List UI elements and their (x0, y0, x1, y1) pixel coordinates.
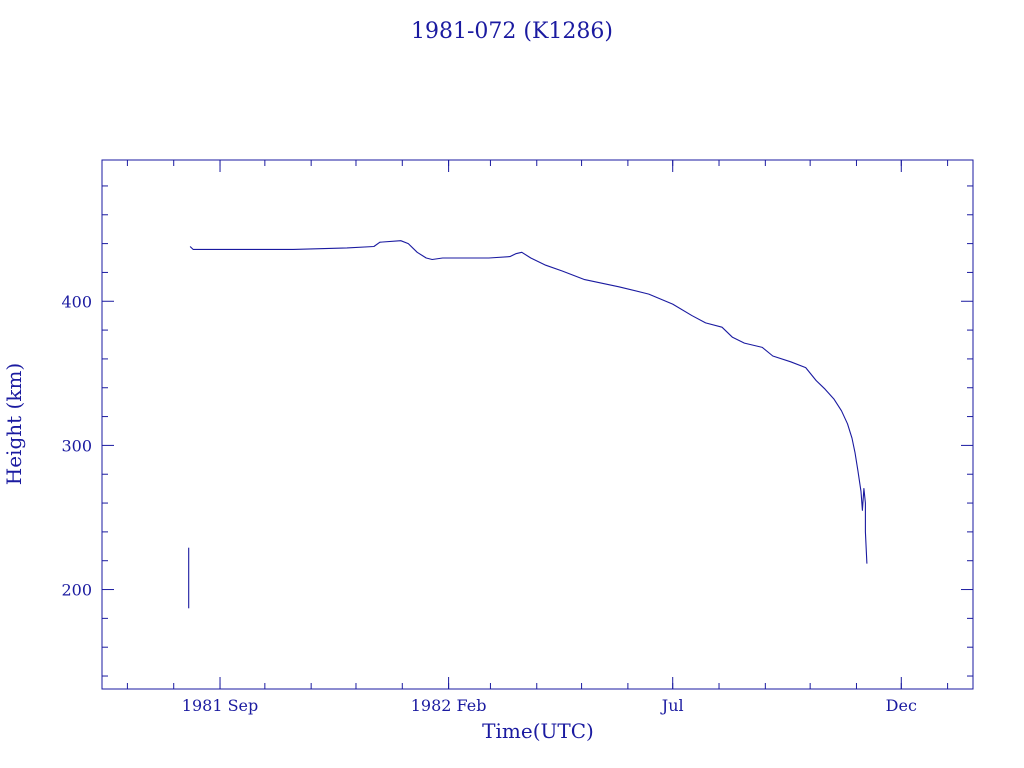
x-tick-label: 1981 Sep (182, 696, 258, 715)
y-axis-tick-labels: 200 300 400 (61, 292, 92, 599)
x-tick-label: Dec (886, 696, 917, 715)
series-line-1 (189, 240, 868, 564)
y-tick-label: 300 (61, 436, 92, 455)
series-layer (188, 240, 868, 609)
x-axis-tick-labels: 1981 Sep 1982 Feb Jul Dec (182, 696, 917, 715)
x-axis-ticks (126, 160, 949, 689)
x-tick-label: Jul (660, 696, 684, 715)
chart-title: 1981-072 (K1286) (411, 19, 613, 44)
y-axis-label: Height (km) (2, 363, 26, 485)
x-axis-label: Time(UTC) (482, 719, 594, 743)
y-axis-ticks (102, 185, 973, 677)
y-tick-label: 200 (61, 581, 92, 600)
x-tick-label: 1982 Feb (411, 696, 487, 715)
y-tick-label: 400 (61, 292, 92, 311)
plot-frame (101, 159, 974, 690)
